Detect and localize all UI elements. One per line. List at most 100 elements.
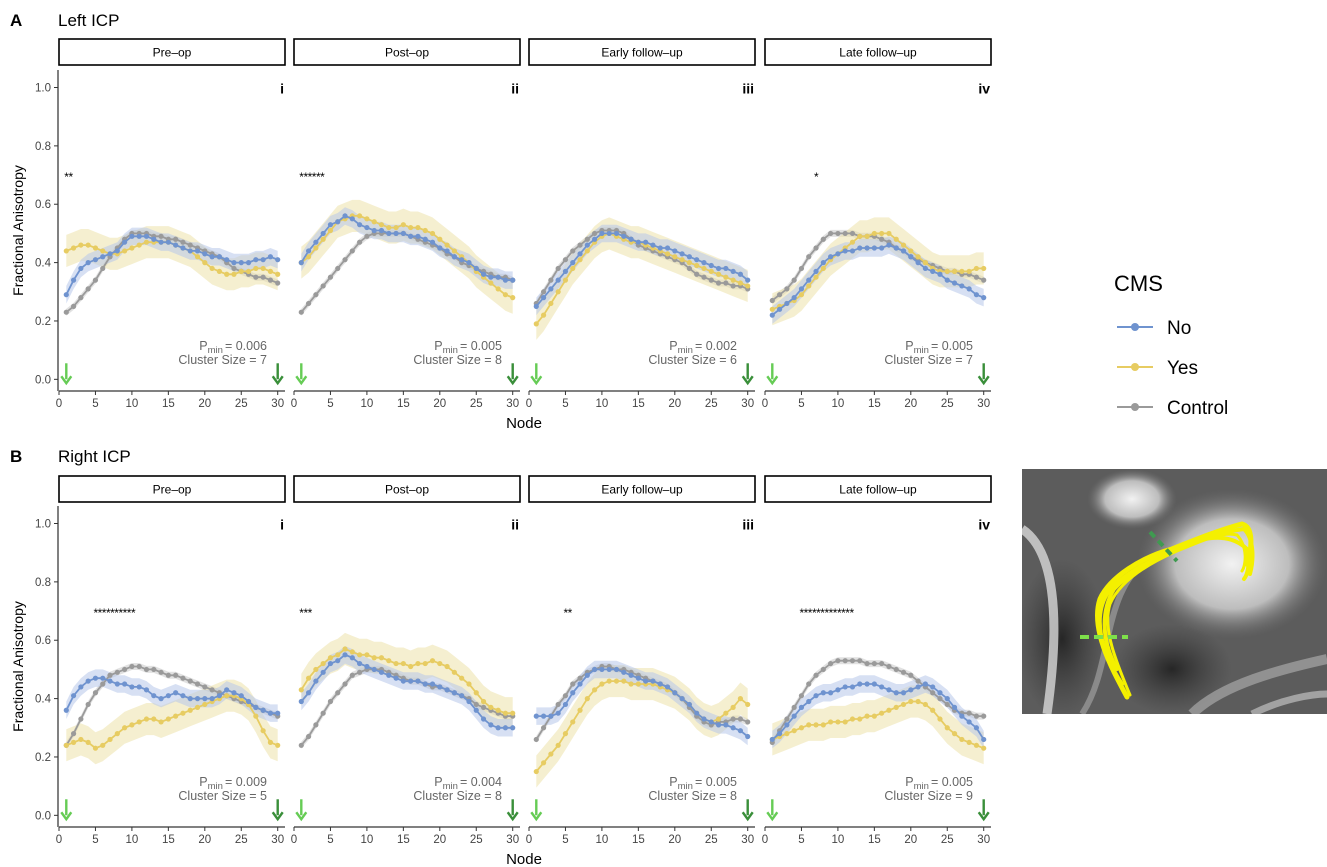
data-point-control xyxy=(85,286,91,292)
data-point-no xyxy=(842,684,848,690)
data-point-no xyxy=(187,696,193,702)
start-node-arrow-icon-head xyxy=(766,375,779,386)
data-point-yes xyxy=(400,660,406,667)
start-node-arrow-icon-head xyxy=(530,811,543,822)
data-point-control xyxy=(813,672,819,678)
pmin-value: = 0.005 xyxy=(460,339,502,353)
data-point-no xyxy=(209,696,215,702)
data-point-yes xyxy=(981,265,987,272)
facet-b-3: Early follow–up 0 5 10 15 20 25 30 iii ** Pmin = 0.… xyxy=(526,475,756,846)
data-point-no xyxy=(577,681,583,687)
data-point-yes xyxy=(70,245,77,251)
data-point-yes xyxy=(577,707,583,713)
data-point-no xyxy=(879,245,885,251)
data-point-no xyxy=(643,239,649,245)
data-point-yes xyxy=(451,669,457,675)
data-point-yes xyxy=(378,222,385,228)
data-point-no xyxy=(570,260,576,266)
data-point-yes xyxy=(944,268,950,274)
x-tick-label: 0 xyxy=(56,834,62,846)
end-node-arrow-icon-head xyxy=(271,811,284,822)
data-point-yes xyxy=(444,242,450,248)
data-point-control xyxy=(540,289,547,295)
data-point-control xyxy=(342,257,348,263)
data-point-no xyxy=(253,704,259,710)
data-point-no xyxy=(267,710,274,716)
data-point-yes xyxy=(313,666,319,673)
pmin-subscript: min xyxy=(443,345,458,356)
data-point-no xyxy=(216,693,222,699)
data-point-yes xyxy=(849,716,856,722)
data-point-no xyxy=(820,260,826,266)
data-point-yes xyxy=(915,698,921,705)
data-point-no xyxy=(245,260,252,266)
data-point-no xyxy=(253,257,259,263)
panel-title: Left ICP xyxy=(58,11,119,30)
legend-marker xyxy=(1131,323,1139,331)
data-point-no xyxy=(672,690,678,696)
data-point-no xyxy=(621,669,627,675)
facet-roman-numeral: iv xyxy=(978,516,990,532)
data-point-yes xyxy=(253,265,259,272)
data-point-no xyxy=(245,698,252,705)
y-tick-label: 0.4 xyxy=(35,694,52,706)
data-point-no xyxy=(937,690,943,696)
data-point-no xyxy=(238,693,244,699)
confidence-band-yes xyxy=(66,679,278,765)
data-point-control xyxy=(320,710,326,716)
data-point-yes xyxy=(422,227,428,234)
data-point-no xyxy=(114,248,120,254)
data-point-yes xyxy=(202,701,208,708)
data-point-no xyxy=(480,716,487,722)
data-point-yes xyxy=(886,707,892,713)
data-point-control xyxy=(776,292,783,298)
data-point-control xyxy=(327,274,334,280)
data-point-yes xyxy=(555,289,561,295)
data-point-yes xyxy=(267,268,274,274)
x-tick-label: 5 xyxy=(798,398,804,410)
confidence-band-no xyxy=(536,660,748,746)
x-tick-label: 20 xyxy=(668,834,681,846)
pmin-p: P xyxy=(199,775,207,789)
data-point-yes xyxy=(320,236,326,242)
data-point-no xyxy=(122,681,128,687)
data-point-yes xyxy=(562,731,569,737)
significance-stars: *** xyxy=(299,606,312,620)
data-point-no xyxy=(194,696,201,702)
data-point-no xyxy=(694,257,700,263)
start-node-arrow-icon xyxy=(766,799,779,822)
end-node-arrow-icon-head xyxy=(741,375,754,386)
x-tick-label: 0 xyxy=(762,834,768,846)
legend: CMS No Yes Control xyxy=(1114,271,1228,419)
x-tick-label: 30 xyxy=(506,834,519,846)
facet-strip-label: Late follow–up xyxy=(839,46,917,60)
data-point-no xyxy=(165,239,171,245)
legend-title: CMS xyxy=(1114,271,1163,296)
data-point-yes xyxy=(364,652,370,658)
data-point-yes xyxy=(686,260,692,266)
data-point-no xyxy=(459,257,465,263)
data-point-control xyxy=(769,297,775,304)
data-point-no xyxy=(533,713,539,719)
data-point-no xyxy=(238,260,244,266)
y-tick-label: 0.8 xyxy=(35,577,51,589)
data-point-yes xyxy=(364,216,370,222)
x-tick-label: 30 xyxy=(271,398,284,410)
data-point-control xyxy=(158,669,164,675)
data-point-control xyxy=(708,277,714,283)
x-tick-label: 10 xyxy=(596,834,609,846)
data-point-yes xyxy=(555,742,561,748)
data-point-no xyxy=(357,660,363,667)
data-point-no xyxy=(650,242,656,248)
facet-strip xyxy=(293,475,521,503)
data-point-no xyxy=(378,227,385,234)
data-point-no xyxy=(784,300,790,307)
data-point-yes xyxy=(679,257,685,263)
data-point-no xyxy=(466,260,472,266)
data-point-control xyxy=(180,675,186,681)
data-point-no xyxy=(151,236,157,242)
data-point-no xyxy=(769,312,775,318)
data-point-no xyxy=(335,219,341,225)
data-point-no xyxy=(621,233,627,239)
x-tick-label: 15 xyxy=(868,398,881,410)
